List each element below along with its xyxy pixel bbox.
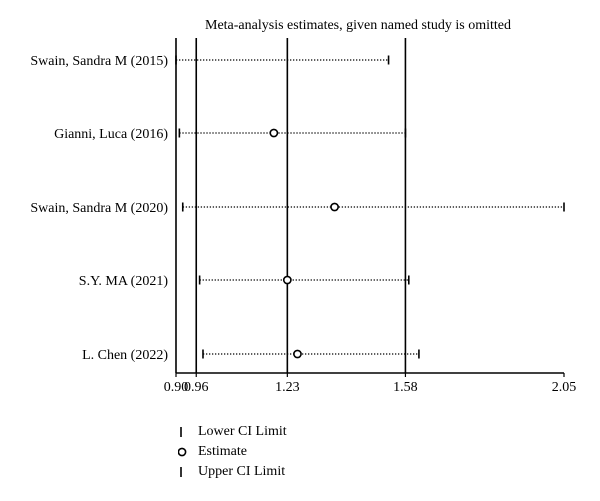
chart-title: Meta-analysis estimates, given named stu… [205, 18, 511, 33]
study-label-0: Swain, Sandra M (2015) [30, 54, 168, 69]
legend-item-estimate: Estimate [177, 442, 287, 462]
study-label-2: Swain, Sandra M (2020) [30, 201, 168, 216]
legend-item-upper: Upper CI Limit [178, 462, 287, 482]
x-tick-label-3: 1.58 [393, 380, 418, 395]
x-tick-label-2: 1.23 [275, 380, 300, 395]
legend-label-estimate: Estimate [198, 444, 247, 459]
study-label-4: L. Chen (2022) [82, 348, 168, 363]
legend-item-lower: Lower CI Limit [178, 422, 287, 442]
study-label-1: Gianni, Luca (2016) [54, 127, 168, 142]
estimate-marker-4 [293, 349, 302, 359]
estimate-marker-3 [282, 275, 292, 285]
upper-ci-marker-icon [178, 462, 196, 482]
legend-label-upper: Upper CI Limit [198, 464, 286, 479]
estimate-circle-icon [177, 442, 196, 462]
legend: Lower CI Limit Estimate Upper CI Limit [177, 422, 287, 482]
estimate-marker-1 [269, 128, 279, 138]
x-tick-label-1: 0.96 [184, 380, 209, 395]
study-label-3: S.Y. MA (2021) [79, 274, 169, 289]
estimate-marker-2 [330, 202, 339, 212]
x-tick-label-4: 2.05 [552, 380, 577, 395]
x-tick-label-0: 0.90 [164, 380, 189, 395]
legend-label-lower: Lower CI Limit [198, 424, 287, 439]
lower-ci-marker-icon [178, 422, 196, 442]
